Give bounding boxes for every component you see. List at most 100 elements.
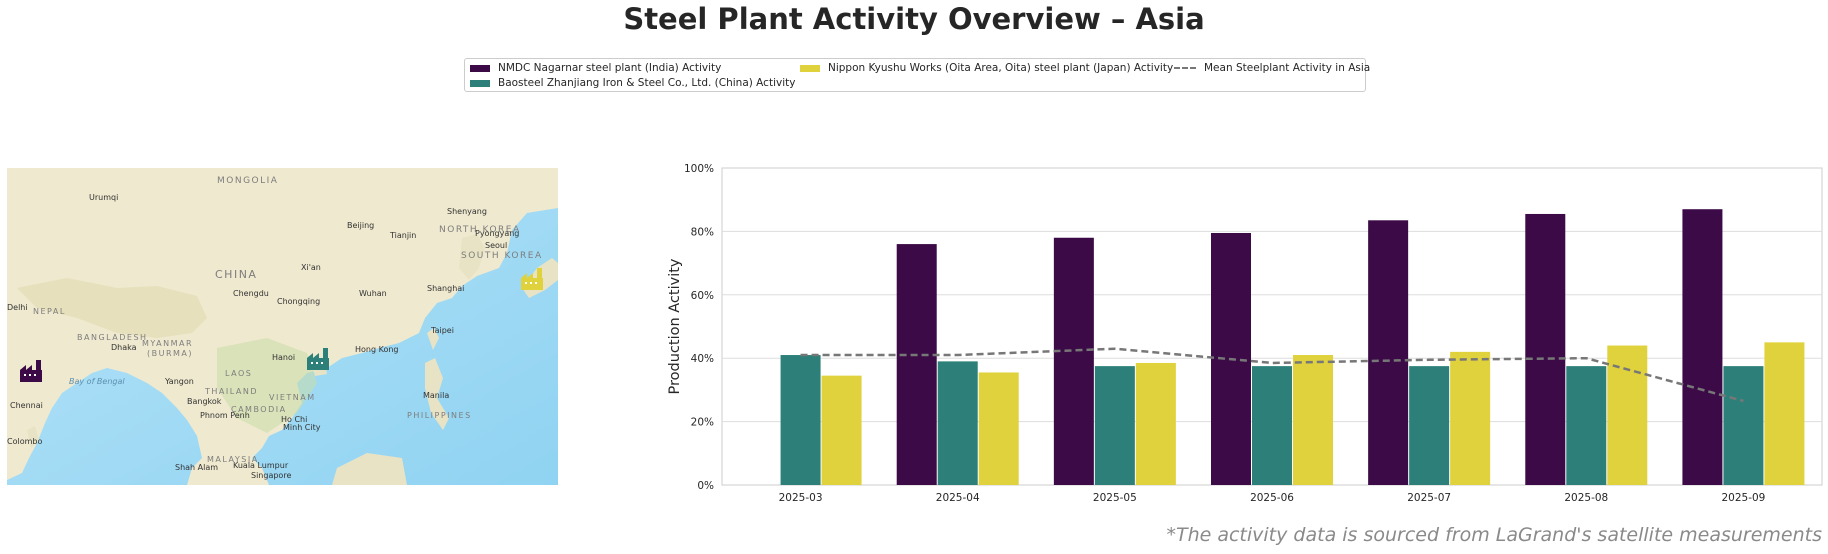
y-tick-label: 60%	[691, 290, 714, 302]
map-label-hanoi: Hanoi	[272, 353, 295, 362]
bar	[1525, 213, 1566, 485]
bar	[1764, 342, 1805, 485]
factory-icon-nippon	[521, 268, 543, 290]
legend-item-nippon: Nippon Kyushu Works (Oita Area, Oita) st…	[800, 62, 1173, 74]
map-label-bangkok: Bangkok	[187, 397, 222, 406]
legend-swatch-nmdc	[470, 64, 490, 72]
bar	[1450, 351, 1491, 485]
map-label-mongolia: MONGOLIA	[217, 176, 278, 186]
x-tick-label: 2025-09	[1721, 492, 1765, 504]
data-source-footnote: *The activity data is sourced from LaGra…	[1166, 524, 1822, 546]
chart-title: Steel Plant Activity Overview – Asia	[623, 2, 1205, 36]
map-label-burma: (BURMA)	[147, 349, 193, 358]
map-label-china: CHINA	[215, 268, 257, 281]
bar	[937, 361, 978, 485]
factory-icon-baosteel	[307, 348, 329, 370]
legend-swatch-mean	[1174, 67, 1196, 69]
map-label-kuala-lumpur: Kuala Lumpur	[233, 461, 289, 470]
y-tick-label: 80%	[691, 226, 714, 238]
map-label-shah-alam: Shah Alam	[175, 463, 218, 472]
map-label-north-korea: NORTH KOREA	[439, 225, 521, 235]
map-label-yangon: Yangon	[164, 377, 194, 386]
bar	[1723, 366, 1764, 485]
map-label-singapore: Singapore	[251, 471, 291, 480]
philippines-islands	[425, 358, 449, 430]
map-label-shenyang: Shenyang	[447, 207, 487, 216]
map-label-phnom-penh: Phnom Penh	[200, 411, 250, 420]
map-label-delhi: Delhi	[7, 303, 28, 312]
bar	[978, 372, 1019, 485]
bar	[1409, 366, 1450, 485]
korea-peninsula	[459, 234, 485, 280]
x-tick-label: 2025-05	[1093, 492, 1137, 504]
map-label-wuhan: Wuhan	[359, 289, 387, 298]
map-label-taipei: Taipei	[430, 326, 454, 335]
map-label-laos: LAOS	[225, 369, 252, 378]
map-label-south-korea: SOUTH KOREA	[461, 251, 543, 261]
x-tick-label: 2025-03	[779, 492, 823, 504]
mountain-region	[17, 278, 207, 338]
legend-label-baosteel: Baosteel Zhanjiang Iron & Steel Co., Ltd…	[498, 77, 796, 89]
x-tick-label: 2025-04	[936, 492, 980, 504]
taiwan-island	[427, 328, 439, 350]
legend-swatch-nippon	[800, 64, 820, 72]
bar	[1252, 366, 1292, 485]
y-tick-label: 40%	[691, 353, 714, 365]
map-label-beijing: Beijing	[347, 221, 374, 230]
bar	[780, 355, 821, 485]
map-label-manila: Manila	[423, 391, 449, 400]
x-tick-label: 2025-08	[1564, 492, 1608, 504]
legend-label-nippon: Nippon Kyushu Works (Oita Area, Oita) st…	[828, 62, 1174, 74]
map-label-ho-chi-minh: Ho Chi	[281, 415, 307, 424]
map-label-bay-of-bengal: Bay of Bengal	[69, 377, 125, 386]
map-label-hong-kong: Hong Kong	[355, 345, 399, 354]
map-label-tianjin: Tianjin	[389, 231, 416, 240]
map-label-vietnam: VIETNAM	[269, 393, 316, 402]
bar	[1094, 366, 1135, 485]
legend-label-nmdc: NMDC Nagarnar steel plant (India) Activi…	[498, 62, 722, 74]
legend-label-mean: Mean Steelplant Activity in Asia	[1204, 62, 1371, 74]
bar	[896, 244, 937, 485]
bar	[1682, 209, 1723, 485]
mean-activity-line	[800, 347, 1744, 403]
map-label-philippines: PHILIPPINES	[407, 411, 472, 420]
vegetation-region	[217, 338, 317, 433]
legend-item-baosteel: Baosteel Zhanjiang Iron & Steel Co., Ltd…	[470, 77, 795, 89]
legend-item-nmdc: NMDC Nagarnar steel plant (India) Activi…	[470, 62, 721, 74]
map-label-nepal: NEPAL	[33, 307, 66, 316]
bar	[1135, 362, 1176, 485]
borneo-island	[332, 453, 407, 485]
y-tick-label: 100%	[684, 163, 714, 175]
map-label-chongqing: Chongqing	[277, 297, 320, 306]
legend-swatch-baosteel	[470, 79, 490, 87]
map-label-cambodia: CAMBODIA	[231, 405, 287, 414]
bar	[1053, 237, 1094, 485]
bar	[1566, 366, 1607, 485]
map-label-colombo: Colombo	[7, 437, 42, 446]
map-label-chengdu: Chengdu	[233, 289, 269, 298]
bar	[821, 375, 862, 485]
map-label-bangladesh: BANGLADESH	[77, 333, 148, 342]
map-label-ho-chi-minh-2: Minh City	[283, 423, 321, 432]
map-label-myanmar: MYANMAR	[142, 339, 193, 348]
map-label-thailand: THAILAND	[204, 387, 258, 396]
chart-legend: NMDC Nagarnar steel plant (India) Activi…	[464, 58, 1370, 92]
map-label-dhaka: Dhaka	[111, 343, 137, 352]
y-tick-label: 0%	[697, 480, 714, 492]
asia-map: MONGOLIA Urumqi Beijing Tianjin Shenyang…	[7, 168, 558, 485]
y-axis-label: Production Activity	[667, 258, 683, 394]
x-tick-label: 2025-07	[1407, 492, 1451, 504]
map-label-xian: Xi'an	[301, 263, 321, 272]
land-mass	[7, 168, 558, 485]
factory-icon-nmdc	[20, 360, 42, 382]
bar	[1293, 355, 1333, 485]
map-label-malaysia: MALAYSIA	[207, 455, 259, 464]
map-label-shanghai: Shanghai	[427, 284, 464, 293]
map-label-pyongyang: Pyongyang	[475, 229, 519, 238]
x-tick-label: 2025-06	[1250, 492, 1294, 504]
sri-lanka-island	[27, 426, 39, 448]
legend-item-mean: Mean Steelplant Activity in Asia	[1174, 62, 1370, 74]
map-label-urumqi: Urumqi	[89, 193, 118, 202]
map-label-seoul: Seoul	[485, 241, 507, 250]
